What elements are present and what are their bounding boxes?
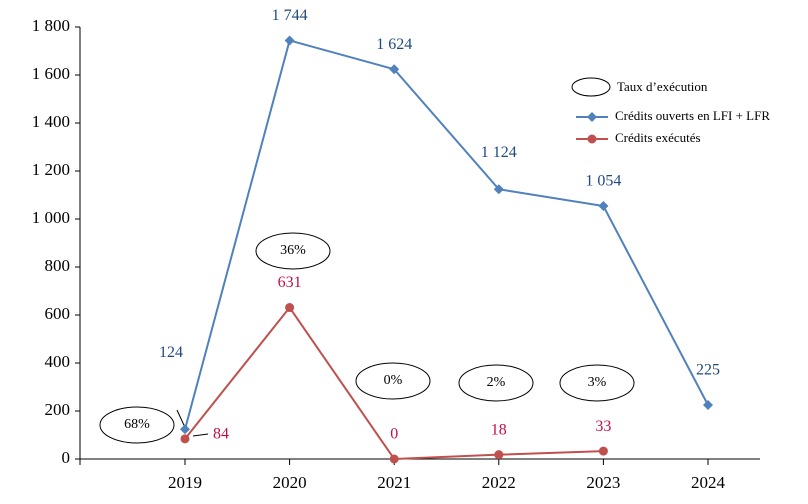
y-tick-label: 1 400 <box>32 112 70 131</box>
data-label: 1 124 <box>481 144 517 161</box>
series-line <box>184 39 709 430</box>
marker <box>493 184 504 195</box>
marker <box>389 64 400 75</box>
x-tick-label: 2021 <box>377 473 411 492</box>
annotation-ellipse <box>355 362 431 400</box>
data-label: 18 <box>491 421 507 438</box>
legend-marker <box>587 112 597 122</box>
marker <box>598 201 609 212</box>
leader-line <box>192 433 209 437</box>
y-tick-label: 1 600 <box>32 64 70 83</box>
data-label: 225 <box>696 362 720 379</box>
data-label: 0 <box>390 426 398 443</box>
data-label: 1 054 <box>585 173 621 190</box>
data-label: 1 744 <box>272 7 308 24</box>
data-label: 124 <box>159 344 183 361</box>
annotation: 2% <box>487 375 506 390</box>
data-label: 1 624 <box>376 36 412 53</box>
x-tick-label: 2020 <box>273 473 307 492</box>
y-tick-label: 800 <box>45 256 71 275</box>
x-tick-label: 2024 <box>691 473 726 492</box>
leader-line <box>176 409 185 426</box>
y-tick-label: 600 <box>45 304 71 323</box>
x-tick-label: 2022 <box>482 473 516 492</box>
annotation: 36% <box>280 243 306 258</box>
legend-marker <box>587 134 597 144</box>
legend-label: Taux d’exécution <box>617 79 708 94</box>
x-tick-label: 2023 <box>586 473 620 492</box>
legend-ellipse <box>571 77 611 97</box>
annotation-ellipse <box>559 364 635 402</box>
marker <box>494 450 504 460</box>
annotation: 3% <box>588 375 607 390</box>
annotation-ellipse <box>99 406 175 444</box>
data-label: 84 <box>213 426 229 443</box>
data-label: 33 <box>595 418 611 435</box>
annotation: 68% <box>124 417 150 432</box>
legend-label: Crédits ouverts en LFI + LFR <box>615 108 770 123</box>
marker <box>284 35 295 46</box>
annotation-ellipse <box>255 232 331 270</box>
y-tick-label: 200 <box>45 400 71 419</box>
marker <box>389 454 399 464</box>
y-tick-label: 0 <box>62 448 71 467</box>
y-tick-label: 1 200 <box>32 160 70 179</box>
data-label: 631 <box>278 274 302 291</box>
x-tick-label: 2019 <box>168 473 202 492</box>
y-tick-label: 1 800 <box>32 16 70 35</box>
y-tick-label: 400 <box>45 352 71 371</box>
annotation: 0% <box>384 373 403 388</box>
marker <box>703 400 713 410</box>
y-tick-label: 1 000 <box>32 208 70 227</box>
marker <box>180 434 190 444</box>
marker <box>285 303 295 313</box>
legend-label: Crédits exécutés <box>615 130 701 145</box>
annotation-ellipse <box>458 364 534 402</box>
marker <box>598 446 608 456</box>
marker <box>180 424 190 435</box>
